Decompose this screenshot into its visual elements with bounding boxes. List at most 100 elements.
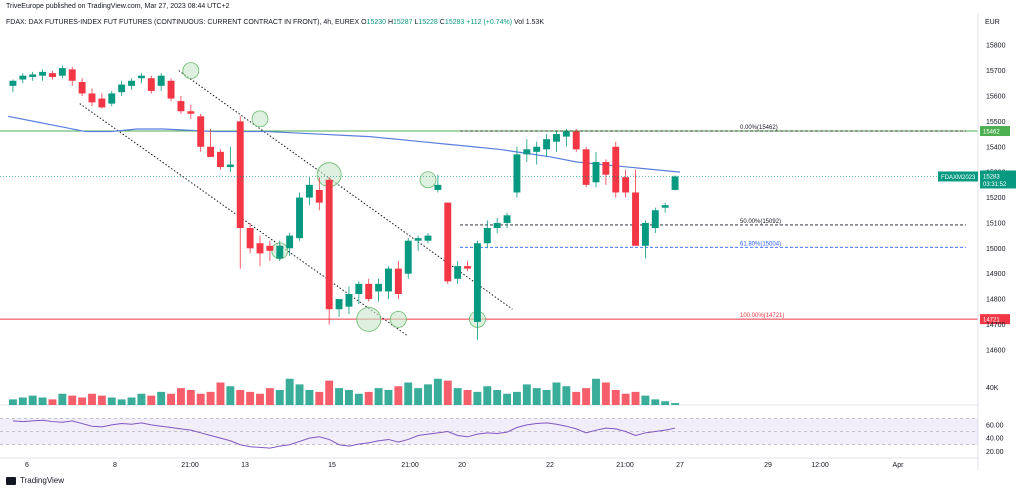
candle <box>187 104 195 119</box>
candle <box>217 149 224 170</box>
candle-body <box>207 146 215 157</box>
moving-average <box>7 115 681 173</box>
candle <box>305 177 313 206</box>
highlight-circle <box>419 171 437 189</box>
volume-bar <box>512 391 521 405</box>
candle-body <box>147 78 155 91</box>
time-tick-label: 8 <box>113 462 117 469</box>
volume-readout: Vol 1.53K <box>514 19 544 26</box>
level-price-label: 14721 <box>983 318 1000 324</box>
candle-body <box>424 235 432 241</box>
candle <box>335 299 343 317</box>
volume-bar <box>226 386 235 405</box>
candle <box>108 90 116 107</box>
candle <box>147 75 155 94</box>
level-price-tag <box>980 126 1010 137</box>
ohlc-high-value: 15287 <box>393 19 413 26</box>
time-tick-label: 22 <box>546 462 554 469</box>
candle <box>137 73 145 84</box>
volume-bar <box>552 382 561 405</box>
volume-bar <box>641 395 650 405</box>
rsi-tick-label: 60.00 <box>986 422 1004 429</box>
trendline <box>79 103 408 337</box>
candle-body <box>651 210 659 228</box>
candle-body <box>88 93 96 103</box>
volume-bar <box>305 390 314 405</box>
volume-bar <box>414 388 423 405</box>
ohlc-high-label: H <box>387 19 394 26</box>
price-tick-label: 15200 <box>986 195 1006 202</box>
volume-bar <box>236 390 245 405</box>
current-price-tag: FDAXM2023 15283 03:31:52 <box>0 170 1016 189</box>
candle <box>414 235 422 251</box>
candle-body <box>661 205 669 208</box>
candle <box>157 73 165 91</box>
volume-bar <box>453 388 462 405</box>
time-tick-label: 12:00 <box>811 462 829 469</box>
time-tick-label: 29 <box>764 462 772 469</box>
volume-bar <box>68 395 77 405</box>
volume-bar <box>38 397 47 405</box>
price-tick-label: 15600 <box>986 94 1006 101</box>
candle-body <box>404 240 412 274</box>
volume-bar <box>572 391 581 405</box>
volume-bar <box>295 384 304 405</box>
candle <box>276 240 284 261</box>
volume-bar <box>433 378 442 405</box>
volume-bar <box>582 388 591 405</box>
highlight-circle <box>251 110 269 128</box>
volume-bar <box>18 397 27 405</box>
candle-body <box>582 149 590 185</box>
price-axis[interactable]: 1460014700148001490015000151001520015300… <box>977 14 1006 470</box>
volume-bar <box>503 393 512 405</box>
candle <box>39 69 47 81</box>
volume-bar <box>216 382 225 405</box>
volume-bar <box>394 386 403 405</box>
ohlc-close-value: 15283 <box>444 19 465 26</box>
time-tick-label: 27 <box>676 462 684 469</box>
volume-bar <box>384 390 393 405</box>
candle <box>296 192 303 241</box>
volume-bar <box>493 390 502 405</box>
volume-bar <box>107 397 116 405</box>
candle-body <box>78 82 86 94</box>
price-tick-label: 14800 <box>986 297 1006 304</box>
candle <box>602 159 610 185</box>
candle <box>49 70 56 80</box>
volume-bar <box>88 393 96 405</box>
tradingview-logo[interactable]: TradingView <box>6 476 64 485</box>
candle <box>58 65 66 79</box>
candle <box>533 141 541 165</box>
candle-body <box>118 84 126 93</box>
current-price-value: 15283 <box>983 174 1000 180</box>
candle-body <box>217 151 224 168</box>
tradingview-logo-icon <box>6 476 16 485</box>
candle-body <box>622 177 630 193</box>
volume-bar <box>275 390 284 405</box>
candle-body <box>246 228 254 249</box>
time-tick-label: Apr <box>893 462 905 469</box>
candle <box>483 220 491 249</box>
ohlc-open-label: O <box>361 19 367 26</box>
volume-bar <box>137 393 146 405</box>
candle <box>256 235 264 267</box>
candle-body <box>256 243 264 254</box>
candle <box>523 139 531 162</box>
volume-bar <box>256 393 264 405</box>
candle <box>513 146 521 198</box>
candle-body <box>19 75 27 80</box>
candle <box>167 78 175 102</box>
candle <box>394 261 402 300</box>
volume-bar <box>483 386 492 405</box>
ma-line <box>7 115 681 173</box>
price-tick-label: 15100 <box>986 220 1006 227</box>
volume-bar <box>28 395 37 405</box>
candle-body <box>49 73 56 77</box>
candle <box>375 278 383 302</box>
time-tick-label: 13 <box>241 462 249 469</box>
time-axis[interactable]: 6 8 21:00 13 15 21:00 20 22 21:00 27 29 12:00 Apr <box>25 462 904 469</box>
volume-bar <box>58 393 67 405</box>
candle <box>503 212 511 228</box>
candle <box>197 113 205 152</box>
